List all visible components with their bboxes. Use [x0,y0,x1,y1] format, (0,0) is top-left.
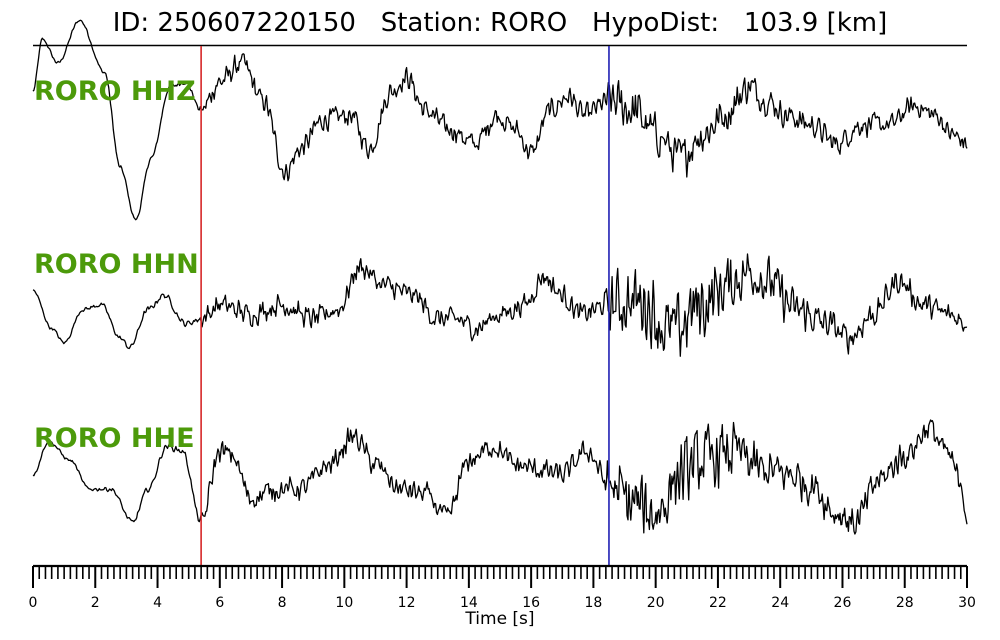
trace-roro-hhn [32,253,968,357]
traces-group [32,19,968,535]
x-tick-label: 6 [215,595,224,611]
x-tick-label: 28 [896,595,914,611]
x-tick-label: 24 [771,595,789,611]
x-tick-label: 18 [584,595,602,611]
x-tick-label: 26 [834,595,852,611]
x-tick-label: 22 [709,595,727,611]
channel-label: RORO HHN [34,249,199,280]
x-axis-label: Time [s] [464,609,534,629]
chart-title: ID: 250607220150 Station: RORO HypoDist:… [112,8,888,38]
x-tick-label: 20 [647,595,665,611]
x-tick-label: 4 [153,595,162,611]
channel-labels-group: RORO HHZ RORO HHN RORO HHE [34,76,199,454]
x-tick-label: 30 [958,595,976,611]
channel-label: RORO HHE [34,423,195,454]
channel-label: RORO HHZ [34,76,196,107]
trace-roro-hhz [32,19,968,221]
x-tick-label: 14 [460,595,478,611]
x-tick-label: 2 [91,595,100,611]
x-tick-label: 10 [335,595,353,611]
pick-markers-group [200,46,610,566]
x-tick-label: 12 [398,595,416,611]
trace-roro-hhe [32,419,968,535]
x-tick-label: 8 [278,595,287,611]
x-tick-label: 0 [29,595,38,611]
x-tick-label: 16 [522,595,540,611]
